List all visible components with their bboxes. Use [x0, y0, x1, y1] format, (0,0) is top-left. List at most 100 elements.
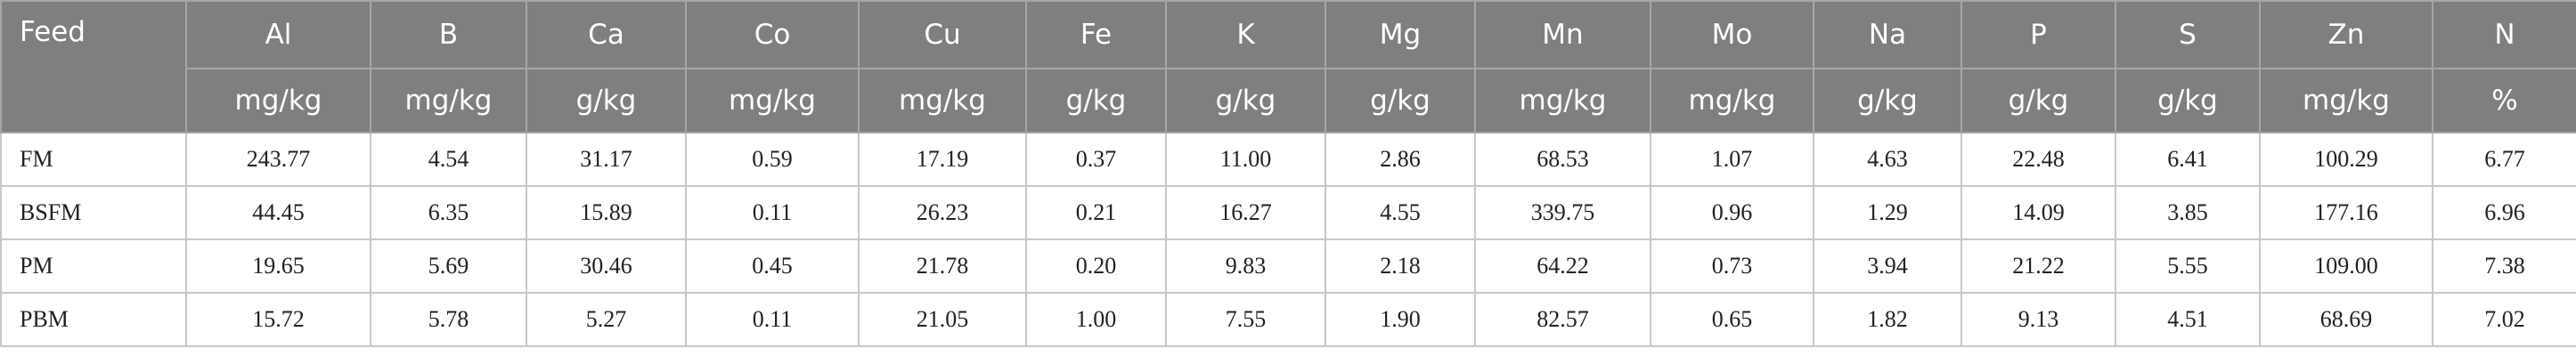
value-cell: 1.00	[1025, 292, 1167, 347]
unit-header: g/kg	[1165, 68, 1326, 133]
unit-header: %	[2432, 68, 2576, 133]
unit-header: mg/kg	[370, 68, 527, 133]
value-cell: 0.20	[1025, 239, 1167, 294]
element-header: Cu	[858, 0, 1027, 69]
value-cell: 5.55	[2115, 239, 2261, 294]
value-cell: 6.77	[2432, 132, 2576, 187]
data-row: BSFM 44.45 6.35 15.89 0.11 26.23 0.21 16.27 4.55…	[0, 185, 2576, 240]
value-cell: 0.11	[685, 292, 860, 347]
value-cell: 1.82	[1813, 292, 1962, 347]
feed-header: Feed	[0, 0, 187, 133]
value-cell: 6.41	[2115, 132, 2261, 187]
value-cell: 4.55	[1325, 185, 1476, 240]
value-cell: 3.94	[1813, 239, 1962, 294]
value-cell: 68.69	[2259, 292, 2433, 347]
value-cell: 0.73	[1650, 239, 1814, 294]
value-cell: 0.21	[1025, 185, 1167, 240]
value-cell: 21.78	[858, 239, 1027, 294]
value-cell: 9.83	[1165, 239, 1326, 294]
value-cell: 2.86	[1325, 132, 1476, 187]
value-cell: 31.17	[526, 132, 687, 187]
value-cell: 14.09	[1961, 185, 2116, 240]
value-cell: 0.11	[685, 185, 860, 240]
value-cell: 109.00	[2259, 239, 2433, 294]
element-header: Fe	[1025, 0, 1167, 69]
value-cell: 5.27	[526, 292, 687, 347]
value-cell: 7.02	[2432, 292, 2576, 347]
value-cell: 0.45	[685, 239, 860, 294]
value-cell: 4.54	[370, 132, 527, 187]
value-cell: 26.23	[858, 185, 1027, 240]
value-cell: 7.38	[2432, 239, 2576, 294]
value-cell: 9.13	[1961, 292, 2116, 347]
unit-header: g/kg	[526, 68, 687, 133]
unit-header: g/kg	[1025, 68, 1167, 133]
unit-header: g/kg	[1325, 68, 1476, 133]
element-header: B	[370, 0, 527, 69]
value-cell: 3.85	[2115, 185, 2261, 240]
unit-header: g/kg	[1813, 68, 1962, 133]
value-cell: 11.00	[1165, 132, 1326, 187]
header-row: Feed Al B Ca Co Cu Fe K Mg Mn Mo Na P S Zn N	[0, 0, 2576, 133]
feed-cell: BSFM	[0, 185, 187, 240]
element-header: N	[2432, 0, 2576, 69]
element-header: Mg	[1325, 0, 1476, 69]
feed-cell: PBM	[0, 292, 187, 347]
value-cell: 1.90	[1325, 292, 1476, 347]
value-cell: 339.75	[1474, 185, 1651, 240]
value-cell: 0.65	[1650, 292, 1814, 347]
value-cell: 44.45	[185, 185, 371, 240]
value-cell: 177.16	[2259, 185, 2433, 240]
value-cell: 64.22	[1474, 239, 1651, 294]
element-header: Mo	[1650, 0, 1814, 69]
unit-header: mg/kg	[1474, 68, 1651, 133]
element-header: Co	[685, 0, 860, 69]
unit-header: mg/kg	[2259, 68, 2433, 133]
value-cell: 1.29	[1813, 185, 1962, 240]
value-cell: 15.89	[526, 185, 687, 240]
value-cell: 100.29	[2259, 132, 2433, 187]
value-cell: 0.59	[685, 132, 860, 187]
value-cell: 19.65	[185, 239, 371, 294]
value-cell: 6.96	[2432, 185, 2576, 240]
value-cell: 1.07	[1650, 132, 1814, 187]
unit-header: mg/kg	[685, 68, 860, 133]
data-row: PBM 15.72 5.78 5.27 0.11 21.05 1.00 7.55 1.90 82.…	[0, 292, 2576, 347]
value-cell: 17.19	[858, 132, 1027, 187]
unit-header: mg/kg	[858, 68, 1027, 133]
element-header: Na	[1813, 0, 1962, 69]
unit-header: g/kg	[1961, 68, 2116, 133]
element-header: Al	[185, 0, 371, 69]
value-cell: 22.48	[1961, 132, 2116, 187]
value-cell: 21.05	[858, 292, 1027, 347]
value-cell: 6.35	[370, 185, 527, 240]
feed-cell: PM	[0, 239, 187, 294]
units-row: mg/kg mg/kg g/kg mg/kg mg/kg g/kg g/kg g/kg mg/k…	[1, 68, 2576, 133]
value-cell: 0.37	[1025, 132, 1167, 187]
element-header: S	[2115, 0, 2261, 69]
value-cell: 5.78	[370, 292, 527, 347]
element-header: K	[1165, 0, 1326, 69]
data-row: PM 19.65 5.69 30.46 0.45 21.78 0.20 9.83 2.18 64.…	[0, 239, 2576, 294]
element-header: P	[1961, 0, 2116, 69]
value-cell: 68.53	[1474, 132, 1651, 187]
value-cell: 7.55	[1165, 292, 1326, 347]
value-cell: 4.63	[1813, 132, 1962, 187]
value-cell: 30.46	[526, 239, 687, 294]
value-cell: 16.27	[1165, 185, 1326, 240]
value-cell: 0.96	[1650, 185, 1814, 240]
value-cell: 21.22	[1961, 239, 2116, 294]
data-row: FM 243.77 4.54 31.17 0.59 17.19 0.37 11.00 2.86 6…	[0, 132, 2576, 187]
element-header: Mn	[1474, 0, 1651, 69]
value-cell: 5.69	[370, 239, 527, 294]
element-header: Zn	[2259, 0, 2433, 69]
feed-cell: FM	[0, 132, 187, 187]
value-cell: 243.77	[185, 132, 371, 187]
element-header: Ca	[526, 0, 687, 69]
value-cell: 4.51	[2115, 292, 2261, 347]
unit-header: mg/kg	[185, 68, 371, 133]
value-cell: 2.18	[1325, 239, 1476, 294]
unit-header: g/kg	[2115, 68, 2261, 133]
